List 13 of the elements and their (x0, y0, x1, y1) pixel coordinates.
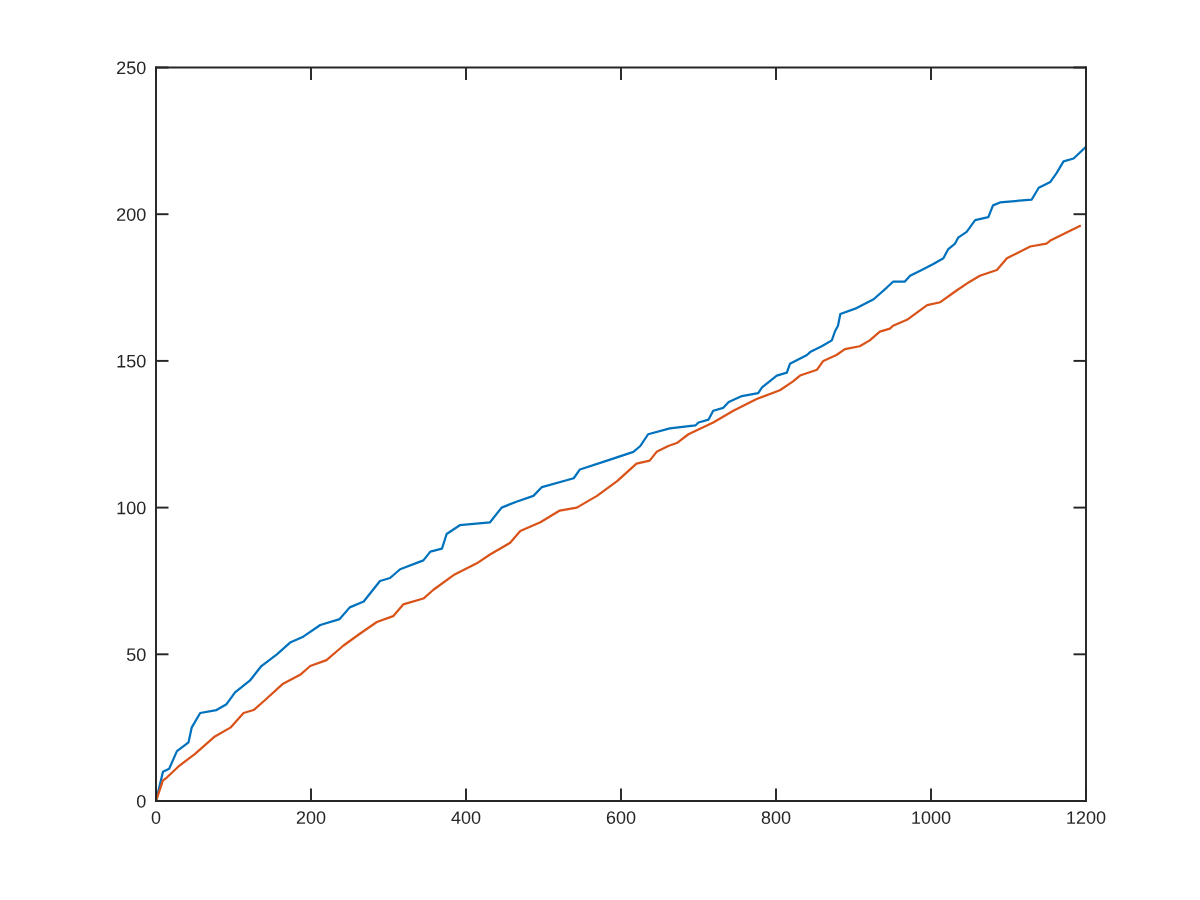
x-tick-label: 1200 (1067, 811, 1106, 824)
x-tick-label: 600 (606, 811, 636, 824)
y-tick-label: 50 (126, 648, 146, 662)
y-tick-label: 200 (117, 208, 146, 221)
y-tick-label: 250 (117, 61, 146, 75)
y-tick-label: 0 (136, 794, 146, 808)
y-tick-label: 100 (117, 501, 146, 515)
x-tick-label: 1000 (912, 811, 951, 824)
x-tick-label: 400 (451, 811, 481, 824)
y-tick-label: 150 (117, 354, 146, 368)
x-tick-label: 0 (151, 811, 161, 824)
x-tick-label: 800 (761, 811, 791, 824)
x-tick-label: 200 (296, 811, 326, 824)
